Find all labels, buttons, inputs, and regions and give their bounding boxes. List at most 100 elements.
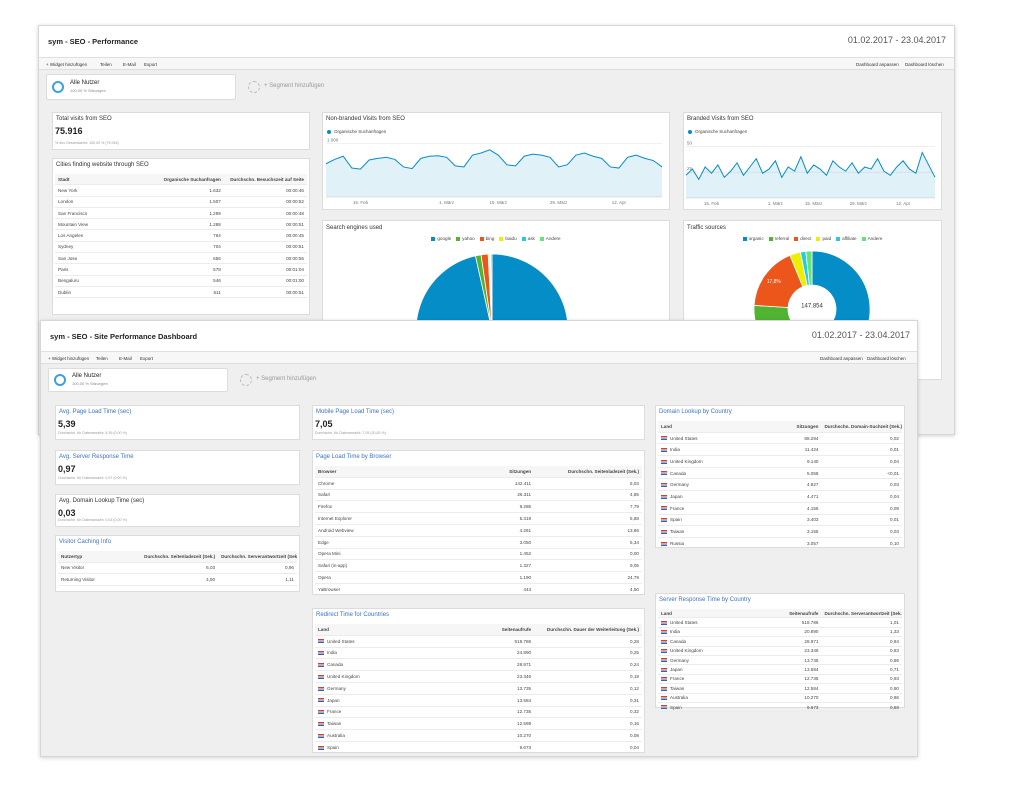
cell-text: 12.599 <box>517 721 532 727</box>
cell-text: 1,01 <box>890 620 899 626</box>
cell-text: United Kingdom <box>670 648 703 654</box>
flag-icon <box>661 541 667 546</box>
legend-label: ask <box>527 236 535 241</box>
add-segment[interactable]: + Segment hinzufügen <box>256 376 317 382</box>
legend-swatch <box>742 236 747 241</box>
flag-icon <box>318 651 324 656</box>
table-row: Canada 28.971 0,84 <box>658 637 902 647</box>
toolbar-button[interactable]: Export <box>140 355 154 361</box>
table-row: Sydney 704 00:00:51 <box>55 242 307 254</box>
cell-text: Dublin <box>58 289 72 295</box>
table-row: Taiwan 3.155 0,03 <box>658 526 902 538</box>
legend-item: Andere <box>861 236 882 241</box>
table-cell: Canada <box>658 471 741 476</box>
add-segment[interactable]: + Segment hinzufügen <box>264 83 325 89</box>
cell-text: Stadt <box>58 176 70 182</box>
table-cell: 1.327 <box>426 563 534 568</box>
toolbar-button[interactable]: + Widget hinzufügen <box>48 355 90 361</box>
table-cell: London <box>55 199 141 204</box>
toolbar-button[interactable]: E-Mail <box>119 355 132 361</box>
table-cell: United Kingdom <box>658 648 741 653</box>
cell-text: Browser <box>318 468 337 474</box>
toolbar-button[interactable]: E-Mail <box>123 61 136 67</box>
x-tick-label: 15. Feb <box>704 201 720 206</box>
flag-icon <box>661 705 667 710</box>
table-cell: New York <box>55 188 141 193</box>
table-cell: 24.890 <box>426 650 534 655</box>
toolbar-button[interactable]: Teilen <box>96 355 108 361</box>
cell-text: 23.346 <box>517 674 532 680</box>
cell-text: 3.155 <box>806 529 819 535</box>
table-row: Germany 13.735 0,12 <box>315 683 642 695</box>
cell-text: Australia <box>670 695 688 701</box>
table-cell: Japan <box>315 698 426 703</box>
cell-text: 0,03 <box>890 482 899 488</box>
date-range[interactable]: 01.02.2017 - 23.04.2017 <box>811 329 910 340</box>
table-row: United Kingdom 9.140 0,04 <box>658 456 902 468</box>
legend-label: paid <box>822 236 832 241</box>
table-cell: 704 <box>141 244 224 249</box>
cell-text: 13.584 <box>804 667 819 673</box>
toolbar-button[interactable]: Teilen <box>100 61 112 67</box>
table-cell: 0,31 <box>534 698 642 703</box>
table-cell: 0,00 <box>534 551 642 556</box>
cell-text: 23.346 <box>804 648 819 654</box>
cell-text: 0,83 <box>890 648 899 654</box>
cell-text: Internet Explorer <box>318 516 352 522</box>
table-row: Android Webview 4.261 13,86 <box>315 525 642 537</box>
cell-text: 1.299 <box>209 210 221 216</box>
cell-text: 0,31 <box>630 697 639 703</box>
cell-text: Canada <box>670 470 687 476</box>
legend-label: baidu <box>505 236 517 241</box>
table-cell: Returning Visitor <box>58 577 139 582</box>
table-row: Bengaluru 546 00:01:00 <box>55 276 307 287</box>
flag-icon <box>661 483 667 488</box>
legend-label: bing <box>485 236 495 241</box>
cell-text: <0,01 <box>887 470 899 476</box>
add-segment-icon[interactable] <box>248 81 260 93</box>
table-widget <box>55 535 300 592</box>
cell-text: Japan <box>327 697 340 703</box>
cell-text: 5,03 <box>630 480 639 486</box>
widget-title: Mobile Page Load Time (sec) <box>316 409 395 415</box>
cell-text: 0,04 <box>630 744 639 750</box>
table-row: United Kingdom 23.346 0,83 <box>658 647 902 656</box>
cell-text: France <box>670 505 685 511</box>
table-cell: Land <box>658 611 741 616</box>
table-cell: France <box>658 676 741 681</box>
table-cell: India <box>658 447 741 452</box>
add-segment-icon[interactable] <box>240 374 252 386</box>
table-header: Land Seitenaufrufe Durchschn. Dauer der We… <box>315 624 642 636</box>
metric-note: Durchschn. für Datenansicht: 7,05 (30,83… <box>315 431 386 435</box>
table-cell: Japan <box>658 494 741 499</box>
cell-text: 13.735 <box>804 657 819 663</box>
table-cell: 142.411 <box>426 481 534 486</box>
table-cell: 5,34 <box>534 540 642 545</box>
segment-icon <box>54 374 66 386</box>
table-cell: Germany <box>658 482 741 487</box>
table-cell: 3.050 <box>426 540 534 545</box>
cell-text: 0,71 <box>890 667 899 673</box>
widget-title: Cities finding website through SEO <box>56 162 149 168</box>
flag-icon <box>661 639 667 644</box>
table-cell: 9.286 <box>426 504 534 509</box>
table-cell: 0,96 <box>218 565 297 570</box>
toolbar-button[interactable]: Dashboard anpassen <box>820 355 863 361</box>
toolbar-button[interactable]: Dashboard anpassen <box>856 61 899 67</box>
cell-text: Land <box>661 610 672 616</box>
toolbar-button[interactable]: Dashboard löschen <box>905 61 944 67</box>
table-cell: Durchschn. Domain-Suchzeit (Sek.) <box>821 424 902 429</box>
toolbar-button[interactable]: Dashboard löschen <box>867 355 906 361</box>
data-table: Land Sitzungen Durchschn. Domain-Suchzeit … <box>658 421 902 550</box>
table-cell: 0,08 <box>534 733 642 738</box>
toolbar-button[interactable]: + Widget hinzufügen <box>46 61 88 67</box>
table-cell: 13,86 <box>534 528 642 533</box>
toolbar-button[interactable]: Export <box>144 61 158 67</box>
table-cell: Germany <box>658 658 741 663</box>
legend-swatch <box>499 236 504 241</box>
segment-name: Alle Nutzer <box>72 373 102 379</box>
cell-text: India <box>327 650 337 656</box>
legend-swatch <box>861 236 866 241</box>
segment-share: 100,00 % Sitzungen <box>72 381 108 386</box>
date-range[interactable]: 01.02.2017 - 23.04.2017 <box>847 35 946 45</box>
